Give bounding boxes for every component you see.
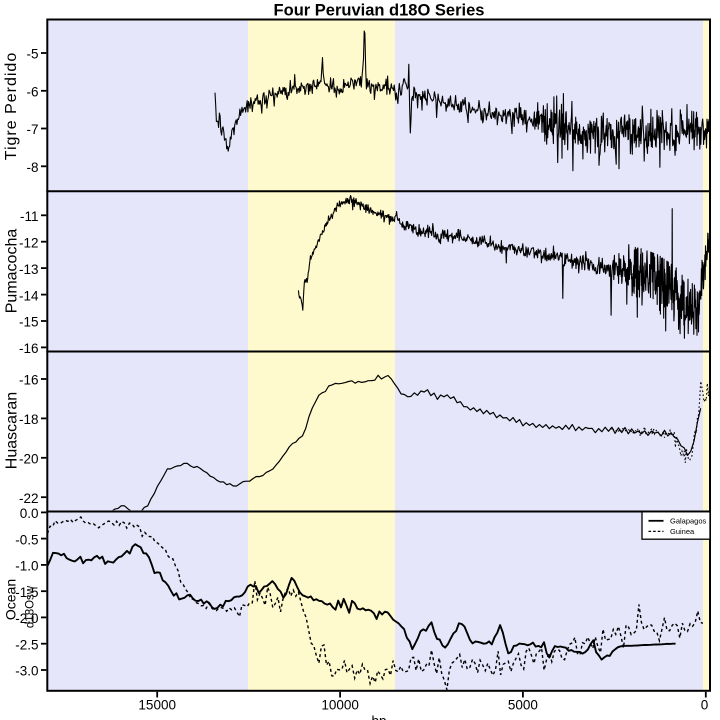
svg-text:-7: -7 (26, 122, 38, 137)
svg-text:Huascaran: Huascaran (4, 392, 21, 469)
svg-text:-6: -6 (26, 85, 38, 100)
svg-text:Tigre Perdido: Tigre Perdido (3, 52, 20, 160)
svg-text:5000: 5000 (508, 698, 538, 713)
svg-text:-16: -16 (19, 373, 39, 388)
svg-text:-8: -8 (26, 160, 38, 175)
svg-text:-13: -13 (19, 262, 39, 277)
svg-text:-15: -15 (19, 315, 39, 330)
svg-text:-20: -20 (19, 452, 39, 467)
svg-text:Pumacocha: Pumacocha (4, 229, 21, 314)
svg-text:10000: 10000 (321, 698, 359, 713)
svg-text:d18Osw: d18Osw (25, 585, 37, 628)
svg-text:Ocean: Ocean (3, 579, 19, 620)
svg-text:-22: -22 (19, 491, 39, 506)
svg-text:bp: bp (371, 714, 386, 720)
svg-text:-1.0: -1.0 (15, 559, 38, 574)
svg-text:-18: -18 (19, 412, 39, 427)
svg-text:-2.0: -2.0 (15, 611, 38, 626)
svg-text:Guinea: Guinea (670, 527, 695, 536)
svg-text:Galapagos: Galapagos (670, 517, 707, 526)
svg-text:-0.5: -0.5 (15, 532, 38, 547)
svg-text:-5: -5 (26, 47, 38, 62)
svg-text:-16: -16 (19, 341, 39, 356)
svg-text:-2.5: -2.5 (15, 637, 38, 652)
svg-text:-11: -11 (20, 209, 39, 224)
svg-text:-12: -12 (19, 235, 39, 250)
svg-text:-14: -14 (19, 288, 39, 303)
svg-text:0.0: 0.0 (20, 506, 39, 521)
svg-text:-1.5: -1.5 (15, 585, 38, 600)
svg-text:-3.0: -3.0 (15, 664, 38, 679)
svg-text:15000: 15000 (138, 698, 176, 713)
svg-text:Four Peruvian d18O Series: Four Peruvian d18O Series (274, 2, 485, 20)
svg-text:0: 0 (701, 698, 709, 713)
